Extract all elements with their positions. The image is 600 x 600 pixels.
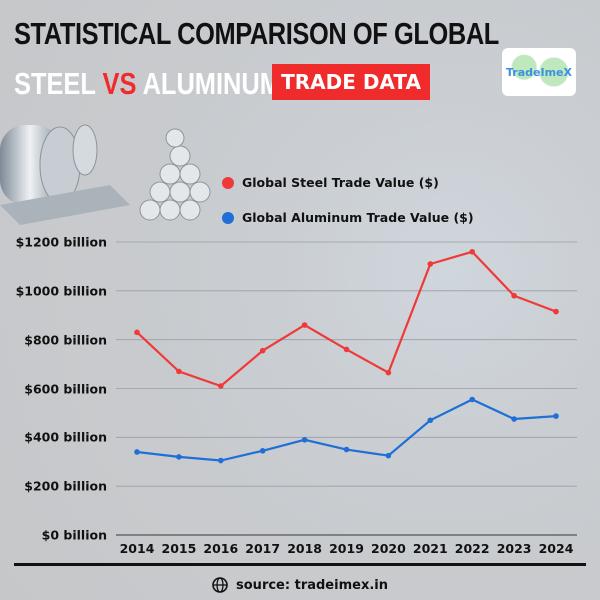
metal-products-image: [0, 124, 211, 225]
footer-divider: [14, 563, 586, 566]
data-point-steel: [427, 261, 434, 267]
data-point-aluminum: [301, 436, 308, 443]
data-point-steel: [469, 248, 476, 255]
x-tick-label: 2016: [203, 541, 239, 556]
data-point-steel: [176, 368, 182, 375]
title-aluminum: ALUMINUM: [136, 66, 281, 101]
x-tick-label: 2014: [119, 541, 155, 556]
x-tick-label: 2018: [287, 541, 322, 556]
data-point-aluminum: [553, 413, 559, 419]
data-point-aluminum: [343, 446, 350, 453]
source-credit: source: tradeimex.in: [0, 577, 600, 593]
x-tick-label: 2019: [329, 541, 364, 556]
legend-label-aluminum: Global Aluminum Trade Value ($): [242, 210, 474, 225]
series-line-steel: [136, 250, 557, 388]
data-point-aluminum: [259, 447, 266, 454]
y-tick-label: $600 billion: [24, 381, 107, 396]
x-tick-label: 2021: [412, 541, 448, 556]
title-steel: STEEL: [14, 66, 103, 101]
legend-label-steel: Global Steel Trade Value ($): [242, 175, 439, 190]
data-point-steel: [134, 329, 140, 336]
y-tick-label: $400 billion: [24, 429, 107, 445]
data-point-steel: [385, 369, 392, 376]
data-point-aluminum: [218, 457, 224, 464]
x-tick-label: 2023: [496, 541, 532, 556]
data-point-steel: [218, 383, 224, 389]
y-tick-label: $1200 billion: [15, 234, 107, 250]
legend-item-steel: Global Steel Trade Value ($): [222, 175, 439, 190]
data-point-steel: [259, 347, 266, 354]
legend-item-aluminum: Global Aluminum Trade Value ($): [222, 210, 474, 225]
data-point-aluminum: [385, 452, 392, 459]
x-tick-label: 2022: [454, 541, 490, 556]
title-vs: VS: [102, 66, 137, 101]
data-point-steel: [553, 308, 559, 315]
source-text: source: tradeimex.in: [236, 577, 388, 593]
logo-text: TradeImeX: [506, 65, 572, 79]
trade-data-badge: TRADE DATA: [272, 64, 430, 100]
x-tick-label: 2024: [538, 541, 574, 556]
x-tick-label: 2020: [370, 541, 406, 556]
data-point-aluminum: [176, 454, 182, 460]
y-tick-label: $800 billion: [24, 332, 107, 348]
data-point-aluminum: [469, 396, 476, 403]
x-tick-label: 2015: [161, 541, 197, 556]
title-line-1: STATISTICAL COMPARISON OF GLOBAL: [14, 16, 499, 51]
data-point-aluminum: [427, 417, 434, 424]
y-tick-label: $1000 billion: [15, 283, 107, 299]
data-point-steel: [511, 292, 517, 299]
globe-icon: [212, 577, 228, 593]
title-line-2: STEEL VS ALUMINUM: [14, 66, 281, 102]
data-point-aluminum: [134, 449, 140, 455]
data-point-steel: [301, 322, 308, 328]
tradeimex-logo: TradeImeX: [502, 48, 576, 96]
steel-legend-dot: [222, 176, 234, 189]
x-tick-label: 2017: [245, 541, 281, 556]
data-point-steel: [343, 346, 350, 353]
data-point-aluminum: [511, 416, 517, 422]
aluminum-legend-dot: [222, 211, 234, 224]
y-tick-label: $0 billion: [41, 527, 107, 543]
y-tick-label: $200 billion: [24, 478, 107, 494]
